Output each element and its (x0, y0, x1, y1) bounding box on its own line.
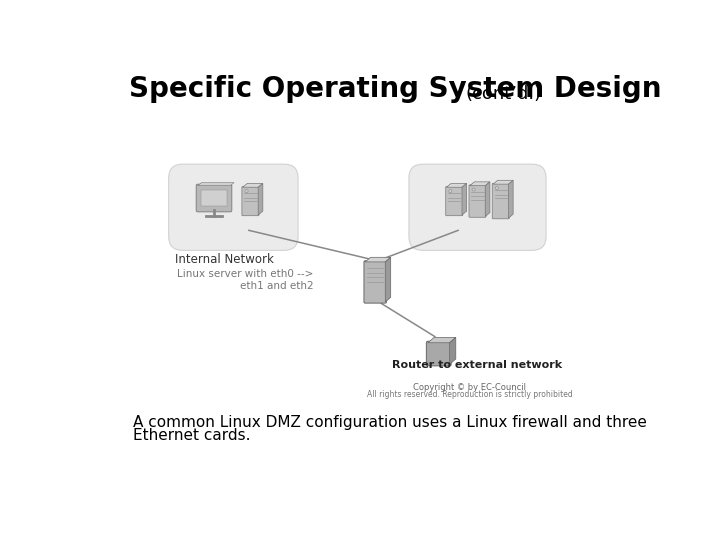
FancyBboxPatch shape (196, 184, 232, 212)
Text: All rights reserved. Reproduction is strictly prohibited: All rights reserved. Reproduction is str… (367, 390, 572, 399)
Text: eth1 and eth2: eth1 and eth2 (240, 281, 313, 291)
Circle shape (495, 186, 498, 190)
Text: Copyright © by EC-Council: Copyright © by EC-Council (413, 383, 526, 392)
FancyBboxPatch shape (168, 164, 298, 251)
Polygon shape (198, 183, 234, 186)
Polygon shape (469, 182, 490, 186)
Text: Specific Operating System Design: Specific Operating System Design (129, 75, 661, 103)
Text: Ethernet cards.: Ethernet cards. (132, 428, 250, 443)
Polygon shape (258, 184, 263, 215)
FancyBboxPatch shape (364, 261, 387, 303)
Polygon shape (485, 182, 490, 217)
FancyBboxPatch shape (426, 341, 451, 366)
Circle shape (472, 188, 475, 191)
Polygon shape (365, 257, 391, 262)
Circle shape (449, 190, 452, 193)
Text: Internal Network: Internal Network (175, 253, 274, 266)
Text: A common Linux DMZ configuration uses a Linux firewall and three: A common Linux DMZ configuration uses a … (132, 415, 647, 430)
FancyBboxPatch shape (446, 186, 463, 215)
Polygon shape (243, 184, 263, 187)
Text: Linux server with eth0 -->: Linux server with eth0 --> (177, 269, 313, 279)
Polygon shape (493, 180, 513, 184)
Polygon shape (385, 257, 391, 302)
Polygon shape (428, 338, 456, 343)
Polygon shape (446, 184, 467, 187)
FancyBboxPatch shape (242, 186, 259, 215)
FancyBboxPatch shape (492, 184, 509, 219)
Polygon shape (449, 338, 456, 364)
Polygon shape (462, 184, 467, 215)
Bar (201, 190, 228, 206)
FancyBboxPatch shape (409, 164, 546, 251)
FancyBboxPatch shape (469, 185, 486, 217)
Polygon shape (508, 180, 513, 218)
Text: (cont’d.): (cont’d.) (466, 85, 542, 103)
Circle shape (245, 190, 248, 193)
Text: Router to external network: Router to external network (392, 360, 562, 370)
